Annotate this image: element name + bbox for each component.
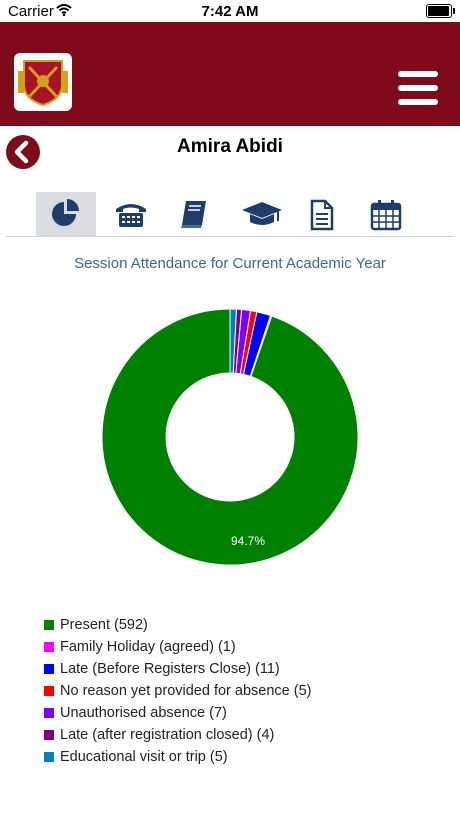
status-time: 7:42 AM — [201, 3, 259, 20]
tab-reports[interactable] — [292, 192, 352, 236]
legend-swatch — [44, 708, 54, 718]
telephone-icon — [116, 204, 146, 227]
legend-label: Late (after registration closed) (4) — [60, 727, 275, 743]
tab-grades[interactable] — [228, 192, 288, 236]
back-button[interactable] — [6, 135, 40, 169]
legend-swatch — [44, 686, 54, 696]
tab-calendar[interactable] — [356, 192, 416, 236]
tab-homework[interactable] — [164, 192, 224, 236]
legend-swatch — [44, 664, 54, 674]
book-icon — [181, 201, 206, 228]
tab-contact[interactable] — [100, 192, 160, 236]
tab-attendance[interactable] — [36, 192, 96, 236]
legend-swatch — [44, 642, 54, 652]
legend-swatch — [44, 620, 54, 630]
carrier-label: Carrier — [8, 3, 54, 20]
tab-bar — [6, 192, 454, 237]
legend-label: Late (Before Registers Close) (11) — [60, 661, 280, 677]
document-icon — [310, 199, 334, 231]
legend-swatch — [44, 730, 54, 740]
chart-title: Session Attendance for Current Academic … — [74, 255, 386, 272]
legend-label: Educational visit or trip (5) — [60, 749, 228, 765]
battery-icon — [426, 4, 455, 18]
pie-chart-icon — [52, 199, 79, 226]
app-header — [0, 22, 460, 126]
legend-label: No reason yet provided for absence (5) — [60, 683, 312, 699]
donut-slice-0[interactable] — [101, 308, 359, 566]
status-bar: Carrier 7:42 AM — [0, 0, 460, 22]
attendance-donut-chart: 94.7% — [101, 308, 359, 566]
donut-slice-6[interactable] — [229, 308, 237, 374]
legend-label: Family Holiday (agreed) (1) — [60, 639, 236, 655]
chevron-left-icon — [14, 140, 29, 164]
legend-swatch — [44, 752, 54, 762]
legend-label: Present (592) — [60, 617, 148, 633]
hamburger-menu-icon[interactable] — [398, 71, 438, 105]
graduation-cap-icon — [242, 202, 282, 225]
calendar-icon — [370, 200, 402, 231]
school-crest-icon[interactable] — [14, 53, 72, 111]
page-title: Amira Abidi — [177, 136, 283, 157]
legend-label: Unauthorised absence (7) — [60, 705, 227, 721]
slice-percent-label: 94.7% — [231, 534, 265, 548]
wifi-icon — [56, 4, 72, 16]
